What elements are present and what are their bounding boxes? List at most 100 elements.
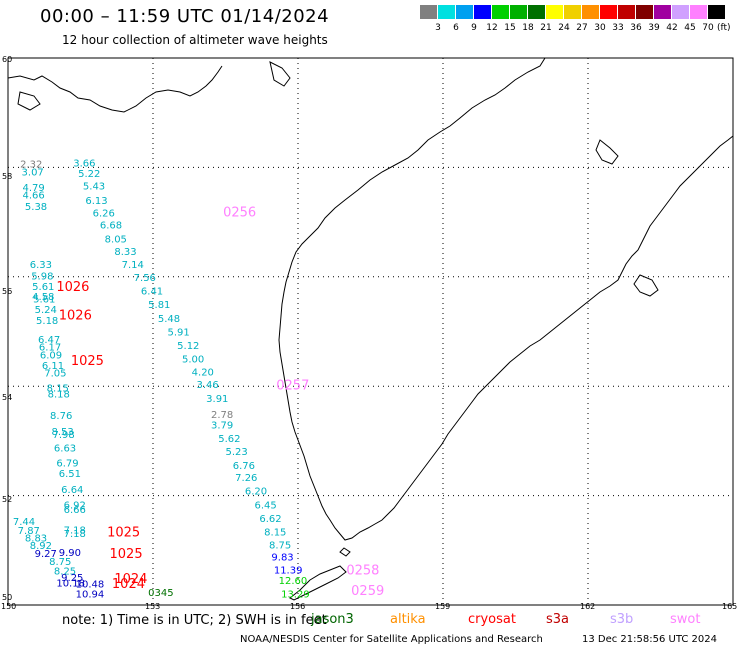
lon-label-150: 150 — [1, 602, 16, 611]
legend-unit: (ft) — [717, 23, 731, 33]
wave-height-value: 4.79 — [23, 183, 45, 194]
wave-height-value: 9.90 — [59, 548, 81, 559]
lon-label-162: 162 — [580, 602, 595, 611]
wave-height-value: 8.92 — [30, 541, 52, 552]
wave-height-value: 5.38 — [25, 202, 47, 213]
wave-height-value: 3.07 — [22, 168, 44, 179]
pass-time-label: 0257 — [276, 378, 309, 393]
wave-height-value: 2.78 — [211, 410, 233, 421]
wave-height-value: 8.76 — [50, 411, 72, 422]
wave-height-value: 7.18 — [64, 529, 86, 540]
wave-height-value: 10.18 — [56, 578, 85, 589]
wave-height-value: 3.66 — [73, 158, 95, 169]
wave-height-value: 6.17 — [39, 343, 61, 354]
wave-height-value: 5.62 — [218, 434, 240, 445]
legend-swatch-0 — [420, 5, 437, 19]
bay-outline — [633, 274, 659, 297]
pass-time-label: 1026 — [56, 280, 89, 295]
wave-height-value: 6.62 — [259, 514, 281, 525]
wave-height-value: 5.91 — [168, 327, 190, 338]
pass-time-label: 0256 — [223, 206, 256, 221]
wave-height-value: 5.22 — [78, 169, 100, 180]
wave-height-value: 8.25 — [54, 566, 76, 577]
lon-label-165: 165 — [722, 602, 737, 611]
map-frame — [7, 57, 734, 606]
legend-label-9: 30 — [594, 23, 606, 33]
north-island-1 — [17, 91, 41, 111]
wave-height-value: 6.11 — [42, 361, 64, 372]
wave-height-value: 3.79 — [211, 420, 233, 431]
wave-height-value: 5.12 — [177, 341, 199, 352]
legend-swatch-11 — [618, 5, 635, 19]
legend-label-3: 12 — [486, 23, 498, 33]
wave-height-value: 5.48 — [158, 314, 180, 325]
lat-label-54: 54 — [2, 393, 12, 402]
pass-time-label: 1024 — [112, 577, 145, 592]
wave-height-value: 4.20 — [192, 367, 214, 378]
wave-height-value: 7.87 — [18, 526, 40, 537]
wave-height-value: 6.79 — [56, 459, 78, 470]
wave-height-value: 8.53 — [52, 427, 74, 438]
footnote: note: 1) Time is in UTC; 2) SWH is in fe… — [62, 613, 327, 628]
lon-label-156: 156 — [290, 602, 305, 611]
wave-height-value: 8.83 — [25, 534, 47, 545]
legend-label-15: 70 — [702, 23, 714, 33]
lon-label-159: 159 — [435, 602, 450, 611]
pass-time-label: 1026 — [59, 308, 92, 323]
wave-height-value: 7.44 — [13, 517, 35, 528]
graticule — [8, 58, 733, 605]
wave-height-value: 6.68 — [100, 221, 122, 232]
pass-time-label: 1025 — [110, 547, 143, 562]
legend-label-11: 36 — [630, 23, 642, 33]
wave-height-value: 8.05 — [105, 234, 127, 245]
wave-height-value: 6.45 — [255, 501, 277, 512]
satellite-jason3: jason3 — [311, 612, 354, 627]
legend-swatch-4 — [492, 5, 509, 19]
wave-height-value: 4.58 — [32, 292, 54, 303]
wave-height-value: 6.09 — [40, 350, 62, 361]
wave-height-value: 9.25 — [61, 573, 83, 584]
wave-height-value: 6.47 — [38, 335, 60, 346]
wave-height-value: 3.91 — [206, 394, 228, 405]
wave-height-value: 5.23 — [226, 447, 248, 458]
wave-height-value: 7.05 — [44, 368, 66, 379]
wave-height-value: 5.18 — [36, 316, 58, 327]
pass-time-label: 0259 — [351, 584, 384, 599]
lat-label-58: 58 — [2, 172, 12, 181]
wave-height-value: 6.66 — [64, 505, 86, 516]
satellite-s3a: s3a — [546, 612, 570, 627]
legend-swatch-13 — [654, 5, 671, 19]
legend-label-2: 9 — [471, 23, 477, 33]
wave-height-value: 8.15 — [264, 528, 286, 539]
wave-height-value: 6.76 — [233, 461, 255, 472]
wave-height-value: 6.63 — [54, 443, 76, 454]
legend-label-6: 21 — [540, 23, 552, 33]
wave-height-value: 6.64 — [61, 485, 83, 496]
legend-swatch-12 — [636, 5, 653, 19]
kamchatka-coast — [278, 57, 734, 541]
wave-height-value: 7.26 — [235, 473, 257, 484]
generation-timestamp: 13 Dec 21:58:56 UTC 2024 — [582, 634, 717, 645]
kuril-islands — [289, 565, 347, 601]
legend-label-10: 33 — [612, 23, 624, 33]
wave-height-value: 8.15 — [47, 384, 69, 395]
wave-height-value: 8.75 — [269, 541, 291, 552]
north-island-2 — [269, 61, 291, 87]
wave-height-values: 3.665.225.43 6.13 6.266.68 8.05 8.33 7.14 7.56… — [13, 158, 310, 600]
wave-height-value: 6.92 — [64, 501, 86, 512]
wave-height-value: 7.18 — [64, 525, 86, 536]
wave-height-value: 7.14 — [122, 260, 144, 271]
wave-height-value: 11.39 — [274, 565, 303, 576]
legend-label-13: 42 — [666, 23, 678, 33]
island-tip — [339, 547, 351, 557]
satellite-s3b: s3b — [610, 612, 634, 627]
pass-time-label: 1025 — [107, 526, 140, 541]
legend-swatch-15 — [690, 5, 707, 19]
legend-swatch-7 — [546, 5, 563, 19]
legend-label-5: 18 — [522, 23, 534, 33]
credit-line: NOAA/NESDIS Center for Satellite Applica… — [240, 634, 543, 645]
legend-label-1: 6 — [453, 23, 459, 33]
wave-height-value: 0345 — [148, 588, 173, 599]
pass-time-label: 1025 — [71, 354, 104, 369]
